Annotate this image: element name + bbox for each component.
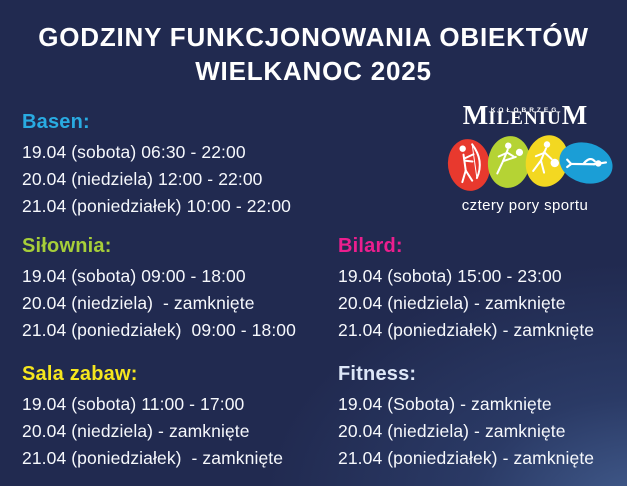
schedule-row: 21.04 (poniedziałek) - zamknięte <box>22 448 284 468</box>
schedule-row: 20.04 (niedziela) - zamknięte <box>22 293 255 313</box>
schedule-row: 19.04 (sobota) 15:00 - 23:00 <box>338 266 562 286</box>
logo-letter: M <box>462 100 489 130</box>
logo-letters: ILENIU <box>488 108 562 129</box>
schedule-row: 19.04 (sobota) 09:00 - 18:00 <box>22 266 246 286</box>
milenium-logo: KOŁOBRZEG MILENIUM <box>436 100 614 214</box>
section-heading-sala-zabaw: Sala zabaw: <box>22 363 138 385</box>
schedule-row: 20.04 (niedziela) 12:00 - 22:00 <box>22 169 263 189</box>
schedule-row: 19.04 (Sobota) - zamknięte <box>338 394 552 414</box>
schedule-row: 19.04 (sobota) 11:00 - 17:00 <box>22 394 245 414</box>
schedule-row: 21.04 (poniedziałek) - zamknięte <box>338 320 595 340</box>
section-silownia: Siłownia: 19.04 (sobota) 09:00 - 18:00 2… <box>22 234 296 344</box>
schedule-row: 20.04 (niedziela) - zamknięte <box>22 421 250 441</box>
schedule-row: 20.04 (niedziela) - zamknięte <box>338 421 566 441</box>
logo-tagline: cztery pory sportu <box>461 197 589 214</box>
schedule-row: 21.04 (poniedziałek) - zamknięte <box>338 448 595 468</box>
archer-icon <box>447 139 491 191</box>
section-heading-silownia: Siłownia: <box>22 235 112 257</box>
schedule-row: 21.04 (poniedziałek) 09:00 - 18:00 <box>22 320 296 340</box>
page-title: GODZINY FUNKCJONOWANIA OBIEKTÓW WIELKANO… <box>0 20 627 88</box>
section-heading-bilard: Bilard: <box>338 235 403 257</box>
basketball-icon <box>525 135 569 187</box>
swimmer-icon <box>559 142 613 184</box>
logo-letter: M <box>561 100 588 130</box>
logo-wordmark: KOŁOBRZEG MILENIUM <box>436 100 614 130</box>
title-line-2: WIELKANOC 2025 <box>195 56 432 86</box>
four-eggs-graphic <box>447 135 613 191</box>
section-heading-fitness: Fitness: <box>338 363 417 385</box>
section-sala-zabaw: Sala zabaw: 19.04 (sobota) 11:00 - 17:00… <box>22 362 283 472</box>
schedule-row: 19.04 (sobota) 06:30 - 22:00 <box>22 142 246 162</box>
football-icon <box>487 136 531 188</box>
section-fitness: Fitness: 19.04 (Sobota) - zamknięte 20.0… <box>338 362 594 472</box>
section-bilard: Bilard: 19.04 (sobota) 15:00 - 23:00 20.… <box>338 234 594 344</box>
schedule-row: 21.04 (poniedziałek) 10:00 - 22:00 <box>22 196 292 216</box>
section-heading-basen: Basen: <box>22 111 90 133</box>
logo-city-label: KOŁOBRZEG <box>490 107 560 114</box>
title-line-1: GODZINY FUNKCJONOWANIA OBIEKTÓW <box>38 22 589 52</box>
schedule-row: 20.04 (niedziela) - zamknięte <box>338 293 566 313</box>
section-basen: Basen: 19.04 (sobota) 06:30 - 22:00 20.0… <box>22 110 291 220</box>
